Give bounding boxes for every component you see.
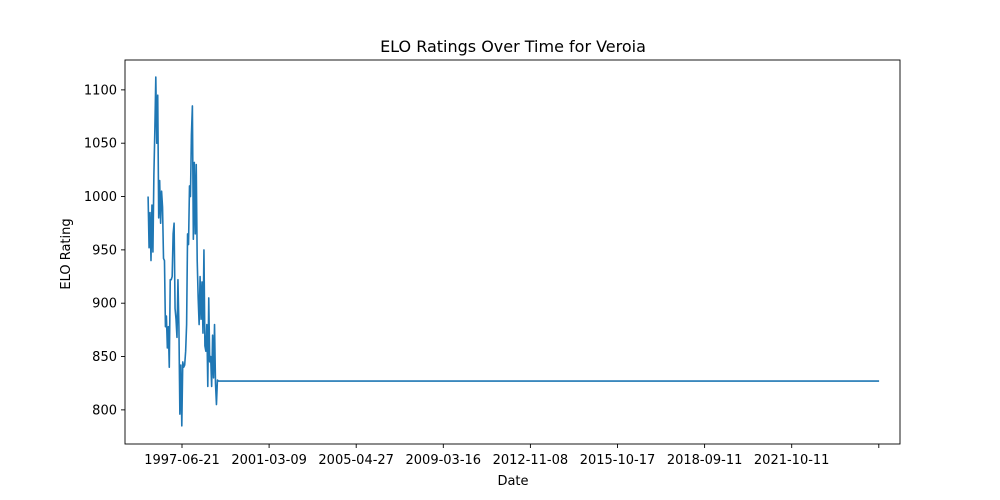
plot-area: 800 850 900 950 1000 1050 1100 1997-06-21 2001-0…: [84, 59, 901, 468]
x-tick-label-5: 2015-10-17: [580, 453, 656, 468]
plot-frame: [124, 59, 901, 445]
x-tick-label-4: 2012-11-08: [493, 453, 569, 468]
y-tick-label-1000: 1000: [84, 190, 117, 205]
x-tick-label-2: 2005-04-27: [318, 453, 394, 468]
x-tick-label-0: 1997-06-21: [144, 453, 220, 468]
x-tick-label-1: 2001-03-09: [231, 453, 307, 468]
x-tick-label-6: 2018-09-11: [667, 453, 743, 468]
x-tick-label-7: 2021-10-11: [754, 453, 830, 468]
y-tick-label-1050: 1050: [84, 137, 117, 152]
y-tick-label-950: 950: [92, 243, 117, 258]
y-tick-label-800: 800: [92, 403, 117, 418]
x-axis-label: Date: [497, 474, 528, 489]
y-tick-label-900: 900: [92, 297, 117, 312]
y-axis-label: ELO Rating: [59, 218, 74, 289]
series-line-0: [147, 76, 880, 427]
y-tick-label-1100: 1100: [84, 83, 117, 98]
y-tick-label-850: 850: [92, 350, 117, 365]
x-tick-label-3: 2009-03-16: [406, 453, 482, 468]
chart-title: ELO Ratings Over Time for Veroia: [380, 37, 646, 56]
